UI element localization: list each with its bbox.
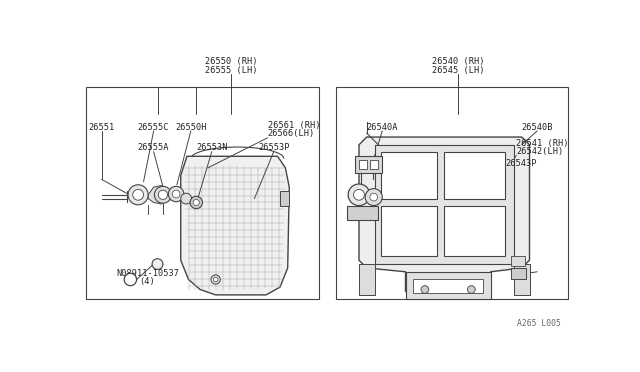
Circle shape	[467, 286, 476, 294]
Circle shape	[370, 193, 378, 201]
Bar	[444, 206, 505, 256]
Bar	[86, 87, 319, 299]
Circle shape	[124, 273, 136, 286]
Circle shape	[365, 189, 382, 206]
Bar	[347, 206, 378, 220]
Circle shape	[348, 184, 370, 206]
Circle shape	[211, 275, 220, 284]
Text: 26540A: 26540A	[367, 122, 398, 132]
Text: A265 L005: A265 L005	[516, 319, 561, 328]
Text: 26555A: 26555A	[138, 143, 170, 152]
Circle shape	[421, 286, 429, 294]
Circle shape	[168, 186, 184, 202]
Text: 26555C: 26555C	[138, 122, 170, 132]
Text: 26541 (RH): 26541 (RH)	[516, 139, 569, 148]
Bar	[355, 156, 382, 173]
Text: 26545 (LH): 26545 (LH)	[432, 65, 484, 74]
Bar	[381, 206, 436, 256]
Bar	[381, 153, 436, 199]
Circle shape	[154, 186, 172, 203]
Circle shape	[158, 190, 168, 199]
Bar	[511, 268, 527, 279]
Polygon shape	[359, 137, 529, 299]
Text: N: N	[128, 275, 133, 284]
Text: 26553N: 26553N	[196, 143, 227, 152]
Bar	[370, 160, 378, 169]
Bar	[444, 153, 505, 199]
Circle shape	[193, 199, 199, 206]
Text: 26543P: 26543P	[506, 160, 537, 169]
Circle shape	[128, 185, 148, 205]
Text: 26555 (LH): 26555 (LH)	[205, 65, 257, 74]
Text: 26550H: 26550H	[175, 122, 207, 132]
Text: 26553P: 26553P	[258, 143, 289, 152]
Bar	[336, 87, 568, 299]
Bar	[514, 264, 529, 295]
Text: 26542(LH): 26542(LH)	[516, 147, 564, 156]
Bar	[359, 160, 367, 169]
Polygon shape	[180, 156, 289, 295]
Bar	[511, 256, 525, 266]
Bar	[359, 264, 374, 295]
Bar	[374, 145, 514, 264]
Bar	[406, 272, 491, 299]
Circle shape	[353, 189, 364, 200]
Circle shape	[152, 259, 163, 269]
Text: 26561 (RH): 26561 (RH)	[268, 121, 320, 130]
Text: 26551: 26551	[88, 122, 115, 132]
Circle shape	[180, 193, 191, 204]
Circle shape	[213, 277, 218, 282]
Circle shape	[172, 190, 180, 198]
Text: 26550 (RH): 26550 (RH)	[205, 57, 257, 66]
Text: (4): (4)	[140, 277, 156, 286]
Bar	[413, 279, 483, 294]
Text: 26540 (RH): 26540 (RH)	[432, 57, 484, 66]
Text: 26540B: 26540B	[522, 122, 553, 132]
Circle shape	[190, 196, 202, 209]
Bar	[280, 191, 289, 206]
Text: 26566(LH): 26566(LH)	[268, 129, 315, 138]
Text: N08911-10537: N08911-10537	[116, 269, 179, 278]
Circle shape	[132, 189, 143, 200]
Polygon shape	[148, 186, 167, 204]
